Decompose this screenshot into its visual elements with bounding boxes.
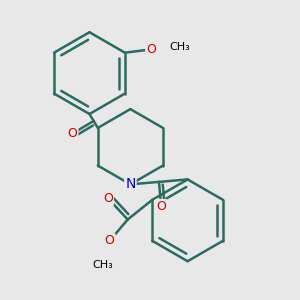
- Text: O: O: [105, 234, 115, 247]
- Text: CH₃: CH₃: [93, 260, 113, 270]
- Text: O: O: [68, 127, 77, 140]
- Text: O: O: [103, 192, 113, 205]
- Text: O: O: [156, 200, 166, 213]
- Text: CH₃: CH₃: [169, 42, 190, 52]
- Text: O: O: [146, 43, 156, 56]
- Text: N: N: [125, 177, 136, 191]
